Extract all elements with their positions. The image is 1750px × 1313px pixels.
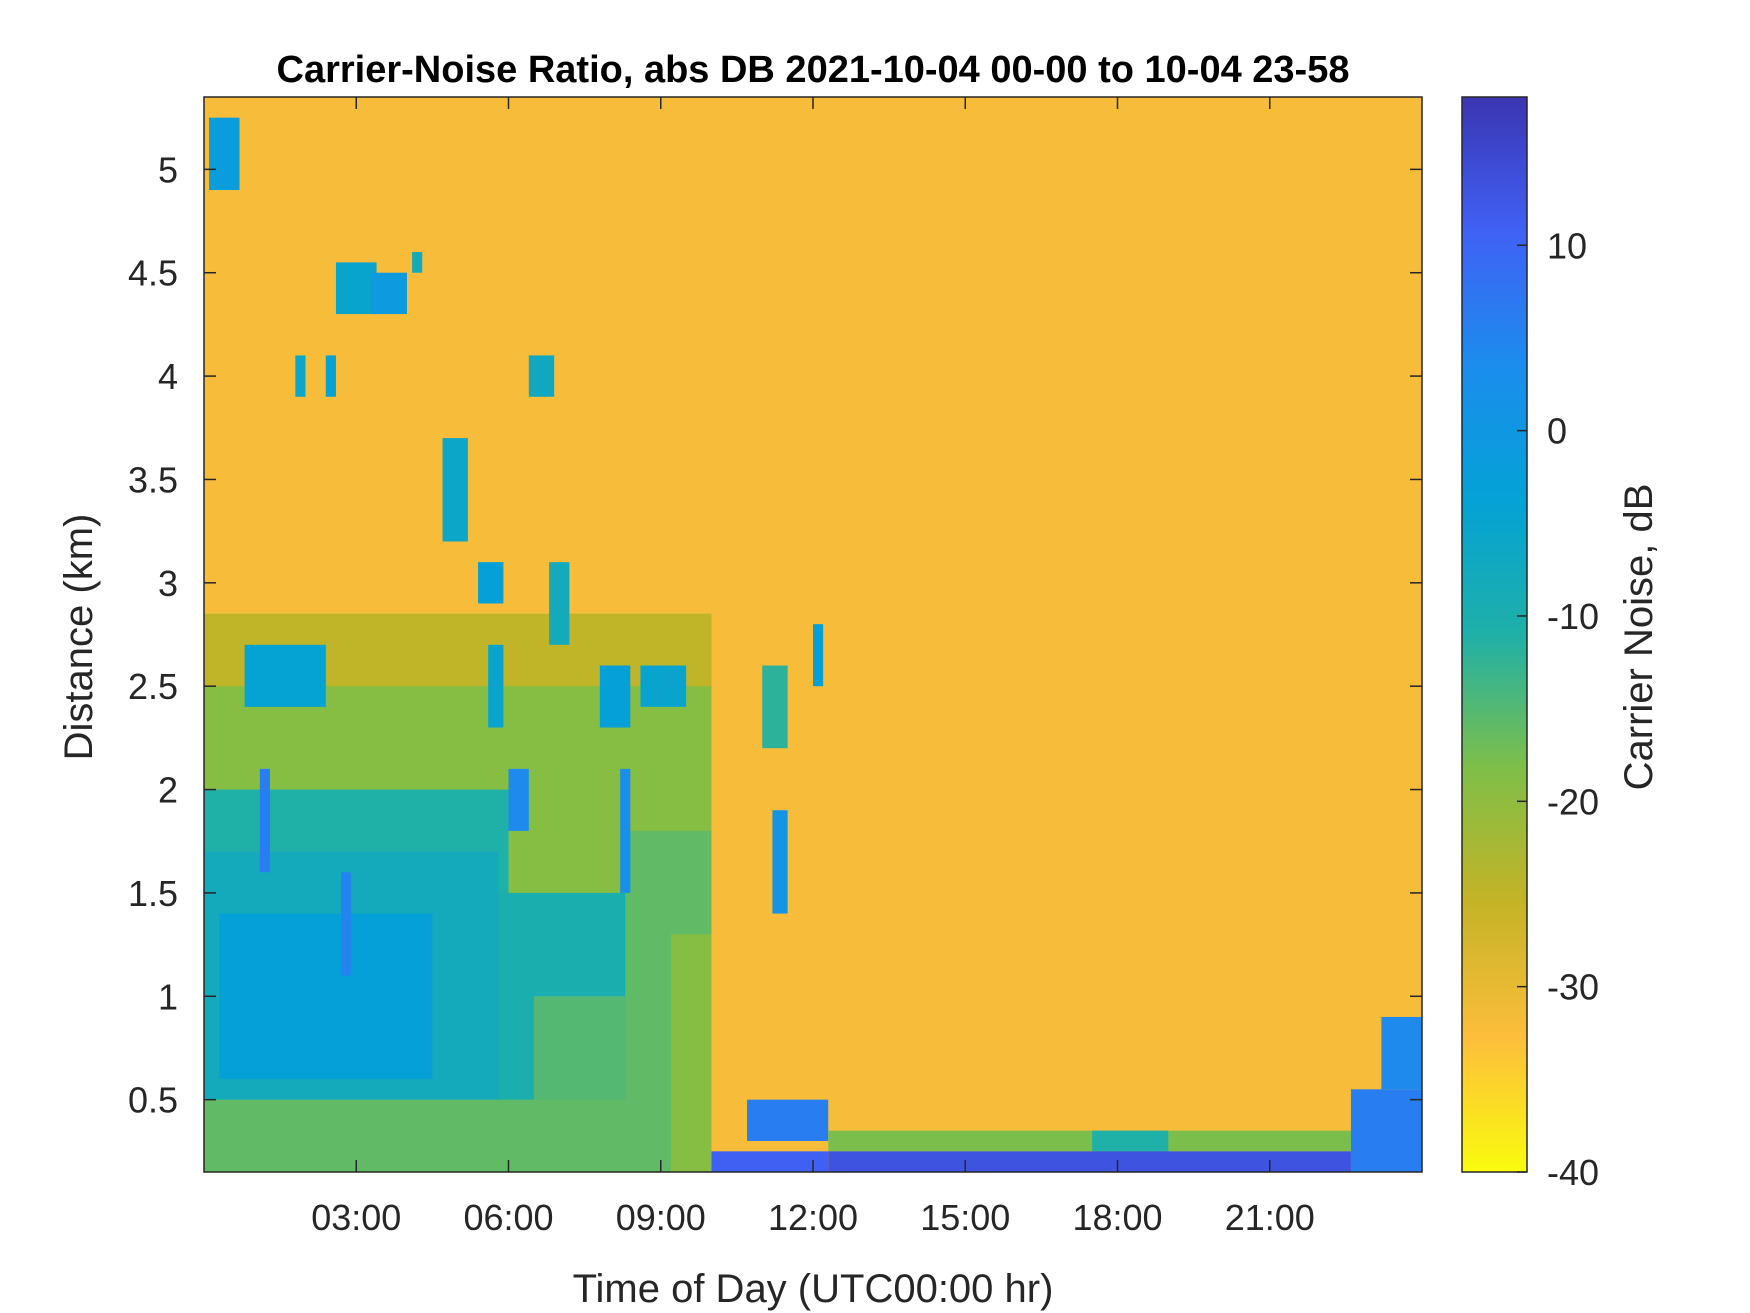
y-tick-label: 1 bbox=[158, 976, 178, 1017]
y-tick-label: 4.5 bbox=[128, 253, 178, 294]
heatmap-region bbox=[772, 810, 788, 914]
heatmap-region bbox=[335, 262, 377, 315]
heatmap-region bbox=[325, 355, 336, 397]
heatmap-region bbox=[219, 913, 433, 1079]
heatmap-region bbox=[747, 1099, 829, 1141]
colorbar-ticks: 10 0 -10 -20 -30 -40 bbox=[1517, 225, 1599, 1193]
heatmap-region bbox=[528, 355, 555, 397]
x-tick-label: 15:00 bbox=[920, 1197, 1010, 1238]
heatmap-region bbox=[244, 644, 326, 707]
y-tick-label: 3 bbox=[158, 563, 178, 604]
heatmap-region bbox=[828, 1130, 1351, 1152]
x-axis: 03:00 06:00 09:00 12:00 15:00 18:00 21:00 bbox=[311, 97, 1315, 1238]
heatmap-region bbox=[762, 665, 788, 749]
heatmap-region bbox=[412, 252, 423, 273]
heatmap-region bbox=[1092, 1130, 1169, 1152]
y-tick-label: 2 bbox=[158, 770, 178, 811]
heatmap-region bbox=[813, 624, 824, 687]
x-tick-label: 09:00 bbox=[616, 1197, 706, 1238]
heatmap-region bbox=[341, 872, 352, 976]
x-tick-label: 12:00 bbox=[768, 1197, 858, 1238]
y-axis: 0.5 1 1.5 2 2.5 3 3.5 4 4.5 5 bbox=[128, 149, 1422, 1121]
x-tick-label: 03:00 bbox=[311, 1197, 401, 1238]
heatmap-region bbox=[1381, 1016, 1422, 1090]
heatmap-region bbox=[620, 768, 631, 893]
heatmap-region bbox=[640, 665, 687, 707]
heatmap-region bbox=[711, 1151, 829, 1172]
colorbar-tick-label: 10 bbox=[1547, 225, 1587, 266]
heatmap-region bbox=[488, 644, 504, 728]
y-tick-label: 4 bbox=[158, 356, 178, 397]
y-tick-label: 2.5 bbox=[128, 666, 178, 707]
y-tick-label: 3.5 bbox=[128, 459, 178, 500]
colorbar-gradient bbox=[1461, 96, 1528, 1173]
colorbar-tick-label: -30 bbox=[1547, 967, 1599, 1008]
heatmap-region bbox=[508, 768, 529, 831]
heatmap-region bbox=[599, 665, 631, 728]
heatmap-region bbox=[442, 438, 468, 542]
colorbar-tick-label: -10 bbox=[1547, 596, 1599, 637]
heatmap-region bbox=[549, 562, 570, 645]
heatmap-region bbox=[204, 1099, 712, 1172]
x-axis-label: Time of Day (UTC00:00 hr) bbox=[573, 1267, 1054, 1311]
heatmap-region bbox=[371, 272, 407, 315]
x-tick-label: 06:00 bbox=[463, 1197, 553, 1238]
colorbar-tick-label: 0 bbox=[1547, 411, 1567, 452]
y-tick-label: 0.5 bbox=[128, 1080, 178, 1121]
heatmap-region bbox=[670, 934, 712, 1172]
plot-area bbox=[203, 96, 1423, 1173]
x-tick-label: 21:00 bbox=[1225, 1197, 1315, 1238]
colorbar-tick-label: -20 bbox=[1547, 781, 1599, 822]
colorbar: 10 0 -10 -20 -30 -40 bbox=[1461, 96, 1599, 1193]
chart-title: Carrier-Noise Ratio, abs DB 2021-10-04 0… bbox=[277, 49, 1350, 91]
heatmap-cells bbox=[204, 117, 1422, 1172]
y-tick-label: 1.5 bbox=[128, 873, 178, 914]
colorbar-tick-label: -40 bbox=[1547, 1152, 1599, 1193]
heatmap-region bbox=[1350, 1089, 1422, 1172]
x-tick-label: 18:00 bbox=[1072, 1197, 1162, 1238]
y-axis-label: Distance (km) bbox=[57, 514, 101, 761]
heatmap-region bbox=[259, 768, 270, 873]
heatmap-region bbox=[828, 1151, 1351, 1172]
y-tick-label: 5 bbox=[158, 149, 178, 190]
heatmap-region bbox=[209, 117, 240, 191]
colorbar-label: Carrier Noise, dB bbox=[1617, 484, 1661, 791]
heatmap-region bbox=[478, 562, 504, 604]
heatmap-region bbox=[295, 355, 306, 397]
